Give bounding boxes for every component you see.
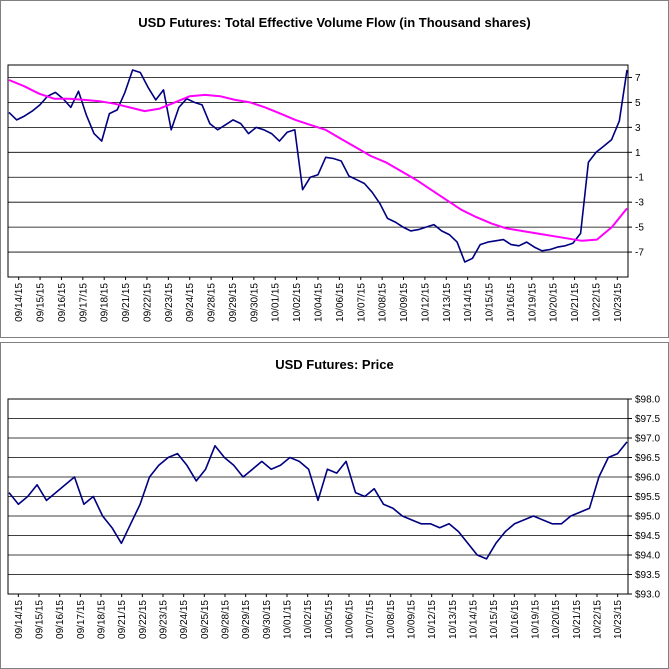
x-tick-label: 09/22/15 — [142, 283, 153, 322]
y-tick-label: $97.0 — [635, 434, 660, 445]
x-tick-label: 09/17/15 — [78, 283, 89, 322]
x-tick-label: 09/30/15 — [249, 283, 260, 322]
x-tick-label: 09/29/15 — [228, 283, 239, 322]
x-tick-label: 09/23/15 — [164, 283, 175, 322]
y-tick-label: 3 — [635, 123, 641, 134]
x-tick-label: 09/16/15 — [55, 600, 66, 639]
plot-frame — [7, 64, 629, 278]
x-tick-label: 10/08/15 — [386, 600, 397, 639]
x-tick-label: 10/02/15 — [303, 600, 314, 639]
volume-flow-chart-panel: USD Futures: Total Effective Volume Flow… — [0, 0, 669, 338]
x-tick-label: 09/21/15 — [117, 600, 128, 639]
x-tick-label: 10/19/15 — [531, 600, 542, 639]
y-tick-label: $93.5 — [635, 570, 660, 581]
x-tick-label: 09/16/15 — [57, 283, 68, 322]
x-tick-label: 09/17/15 — [76, 600, 87, 639]
y-tick-label: $94.5 — [635, 531, 660, 542]
average-line — [8, 79, 628, 242]
y-tick-label: $95.0 — [635, 512, 660, 523]
x-tick-label: 10/01/15 — [271, 283, 282, 322]
x-tick-label: 10/22/15 — [591, 283, 602, 322]
x-tick-label: 09/23/15 — [159, 600, 170, 639]
y-tick-label: $97.5 — [635, 414, 660, 425]
x-tick-label: 09/24/15 — [179, 600, 190, 639]
x-tick-label: 10/06/15 — [345, 600, 356, 639]
y-tick-label: 7 — [635, 73, 641, 84]
chart-title: USD Futures: Total Effective Volume Flow… — [138, 15, 531, 30]
price-chart-panel: USD Futures: Price $98.0 $97.5 $97.0 $96.5 $… — [0, 342, 669, 669]
x-tick-label: 09/28/15 — [221, 600, 232, 639]
x-tick-label: 09/30/15 — [262, 600, 273, 639]
y-tick-label: 1 — [635, 148, 641, 159]
x-tick-label: 10/05/15 — [324, 600, 335, 639]
x-tick-label: 10/09/15 — [407, 600, 418, 639]
price-chart: $98.0 $97.5 $97.0 $96.5 $96.0 $95.5 $95.0 $94.5… — [7, 395, 660, 639]
x-tick-label: 10/21/15 — [570, 283, 581, 322]
y-tick-label: $94.0 — [635, 551, 660, 562]
y-tick-label: $93.0 — [635, 590, 660, 601]
x-tick-label: 10/20/15 — [549, 283, 560, 322]
x-tick-label: 09/21/15 — [121, 283, 132, 322]
x-tick-label: 09/24/15 — [185, 283, 196, 322]
x-tick-label: 10/20/15 — [551, 600, 562, 639]
x-tick-label: 10/07/15 — [356, 283, 367, 322]
x-tick-label: 09/29/15 — [241, 600, 252, 639]
y-tick-label: 5 — [635, 98, 641, 109]
x-tick-label: 10/23/15 — [613, 283, 624, 322]
x-tick-label: 10/13/15 — [448, 600, 459, 639]
y-tick-label: -5 — [635, 223, 644, 234]
x-tick-label: 09/14/15 — [14, 283, 25, 322]
chart-title: USD Futures: Price — [275, 357, 394, 372]
x-tick-label: 09/18/15 — [100, 283, 111, 322]
x-tick-label: 10/04/15 — [314, 283, 325, 322]
x-tick-label: 09/22/15 — [138, 600, 149, 639]
y-tick-label: -7 — [635, 248, 644, 259]
x-tick-label: 10/12/15 — [427, 600, 438, 639]
y-tick-label: -1 — [635, 173, 644, 184]
x-tick-label: 09/25/15 — [200, 600, 211, 639]
x-tick-label: 10/19/15 — [527, 283, 538, 322]
volume-flow-chart: 7 5 3 1 -1 -3 -5 -7 09/14/15 09/15/15 09/16/15 09/1… — [7, 64, 644, 322]
x-tick-label: 10/16/15 — [510, 600, 521, 639]
x-tick-label: 10/14/15 — [469, 600, 480, 639]
x-tick-label: 09/15/15 — [36, 283, 47, 322]
series-line — [8, 69, 628, 263]
x-tick-label: 10/21/15 — [572, 600, 583, 639]
x-tick-label: 10/01/15 — [283, 600, 294, 639]
y-tick-label: $96.0 — [635, 473, 660, 484]
x-tick-label: 10/09/15 — [399, 283, 410, 322]
x-tick-label: 10/22/15 — [593, 600, 604, 639]
x-tick-label: 10/06/15 — [335, 283, 346, 322]
x-tick-label: 10/15/15 — [485, 283, 496, 322]
x-tick-label: 10/12/15 — [420, 283, 431, 322]
x-tick-label: 10/13/15 — [442, 283, 453, 322]
x-tick-label: 10/14/15 — [463, 283, 474, 322]
y-tick-label: $95.5 — [635, 492, 660, 503]
x-tick-label: 10/02/15 — [292, 283, 303, 322]
x-tick-label: 09/15/15 — [35, 600, 46, 639]
y-tick-label: $96.5 — [635, 453, 660, 464]
series-line — [8, 441, 628, 560]
x-tick-label: 09/14/15 — [14, 600, 25, 639]
x-tick-label: 10/16/15 — [506, 283, 517, 322]
x-tick-label: 10/08/15 — [378, 283, 389, 322]
x-tick-label: 10/15/15 — [489, 600, 500, 639]
x-tick-label: 09/28/15 — [207, 283, 218, 322]
x-tick-label: 10/23/15 — [613, 600, 624, 639]
x-tick-label: 09/18/15 — [97, 600, 108, 639]
y-tick-label: -3 — [635, 198, 644, 209]
y-tick-label: $98.0 — [635, 395, 660, 406]
x-tick-label: 10/07/15 — [365, 600, 376, 639]
